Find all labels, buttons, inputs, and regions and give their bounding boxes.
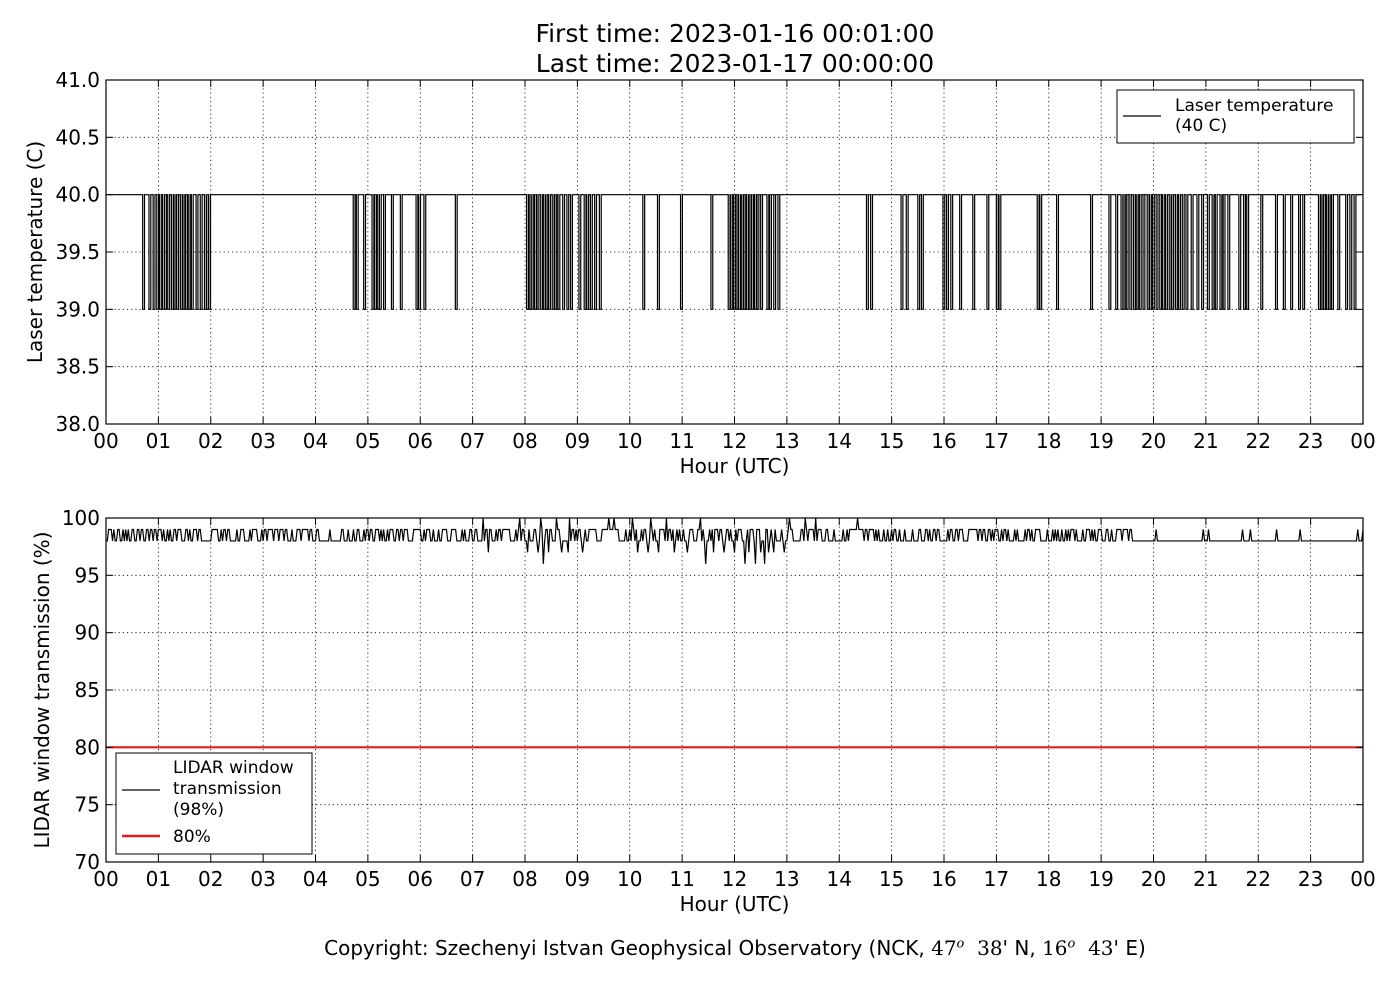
x-tick-label: 18 bbox=[1036, 429, 1061, 453]
x-tick-label: 11 bbox=[669, 867, 694, 891]
longitude-minutes: 43 bbox=[1088, 936, 1114, 960]
series-line-0 bbox=[106, 517, 1364, 564]
x-tick-label: 06 bbox=[408, 429, 433, 453]
x-tick-label: 14 bbox=[827, 429, 852, 453]
x-tick-label: 15 bbox=[879, 867, 904, 891]
laser-temperature-panel: 00 01 02 03 04 05 06 07 08 09 10 11 12 13 14 15 16 17 18 19… bbox=[23, 68, 1376, 478]
y-tick-label: 80 bbox=[75, 735, 100, 759]
legend-entry-label: Laser temperature bbox=[1175, 96, 1333, 116]
legend-entry-label: 80% bbox=[173, 827, 211, 847]
x-tick-label: 18 bbox=[1036, 867, 1061, 891]
x-tick-label: 19 bbox=[1088, 867, 1113, 891]
x-tick-label: 07 bbox=[460, 867, 485, 891]
x-tick-label: 09 bbox=[565, 867, 590, 891]
y-tick-label: 90 bbox=[75, 621, 100, 645]
x-tick-label: 23 bbox=[1298, 867, 1323, 891]
x-tick-label: 11 bbox=[669, 429, 694, 453]
chart-title-line-1: First time: 2023-01-16 00:01:00 bbox=[535, 19, 935, 48]
longitude-hemisphere: ' E) bbox=[1113, 936, 1146, 960]
x-tick-label: 03 bbox=[250, 867, 275, 891]
latitude-hemisphere: ' N, bbox=[1002, 936, 1043, 960]
y-tick-label: 40.5 bbox=[55, 125, 100, 149]
legend-entry-label: (98%) bbox=[173, 800, 224, 820]
longitude-degree-mark: o bbox=[1067, 936, 1076, 952]
x-tick-label: 13 bbox=[774, 867, 799, 891]
y-tick-label: 38.0 bbox=[55, 412, 100, 436]
x-tick-label: 22 bbox=[1246, 429, 1271, 453]
x-tick-label: 15 bbox=[879, 429, 904, 453]
x-tick-label: 00 bbox=[93, 429, 118, 453]
y-axis-label: LIDAR window transmission (%) bbox=[30, 532, 54, 849]
y-axis-label: Laser temperature (C) bbox=[23, 141, 47, 363]
series-line-0 bbox=[106, 194, 1363, 310]
x-tick-label: 13 bbox=[774, 429, 799, 453]
x-tick-label: 04 bbox=[303, 867, 328, 891]
x-tick-label: 20 bbox=[1141, 429, 1166, 453]
legend: Laser temperature(40 C) bbox=[1116, 89, 1355, 144]
x-tick-label: 17 bbox=[984, 867, 1009, 891]
y-tick-label: 85 bbox=[75, 678, 100, 702]
y-tick-label: 70 bbox=[75, 850, 100, 874]
x-tick-label: 16 bbox=[931, 429, 956, 453]
y-tick-label: 39.5 bbox=[55, 240, 100, 264]
x-tick-label: 20 bbox=[1141, 867, 1166, 891]
x-tick-label: 05 bbox=[355, 429, 380, 453]
x-tick-label: 14 bbox=[827, 867, 852, 891]
x-tick-label: 01 bbox=[146, 867, 171, 891]
x-tick-label: 10 bbox=[617, 867, 642, 891]
x-tick-label: 19 bbox=[1088, 429, 1113, 453]
x-tick-label: 10 bbox=[617, 429, 642, 453]
y-tick-label: 39.0 bbox=[55, 297, 100, 321]
x-tick-label: 08 bbox=[512, 429, 537, 453]
x-axis-label: Hour (UTC) bbox=[680, 454, 790, 478]
y-tick-label: 38.5 bbox=[55, 355, 100, 379]
x-tick-label: 17 bbox=[984, 429, 1009, 453]
x-tick-label: 06 bbox=[408, 867, 433, 891]
x-tick-label: 05 bbox=[355, 867, 380, 891]
x-tick-label: 22 bbox=[1246, 867, 1271, 891]
x-tick-label: 00 bbox=[1350, 867, 1375, 891]
latitude-degree-mark: o bbox=[956, 936, 965, 952]
x-tick-label: 21 bbox=[1193, 429, 1218, 453]
x-tick-label: 12 bbox=[722, 867, 747, 891]
x-tick-label: 12 bbox=[722, 429, 747, 453]
x-tick-label: 08 bbox=[512, 867, 537, 891]
x-tick-label: 07 bbox=[460, 429, 485, 453]
x-tick-label: 23 bbox=[1298, 429, 1323, 453]
latitude-minutes: 38 bbox=[977, 936, 1003, 960]
copyright-footer: Copyright: Szechenyi Istvan Geophysical … bbox=[0, 936, 1400, 960]
longitude-degrees: 16 bbox=[1042, 936, 1068, 960]
x-tick-label: 01 bbox=[146, 429, 171, 453]
copyright-prefix: Copyright: Szechenyi Istvan Geophysical … bbox=[324, 936, 932, 960]
x-axis-label: Hour (UTC) bbox=[680, 892, 790, 916]
y-tick-label: 100 bbox=[62, 506, 100, 530]
legend-entry-label: LIDAR window bbox=[173, 758, 294, 778]
legend-box bbox=[115, 752, 313, 855]
x-tick-label: 03 bbox=[250, 429, 275, 453]
x-tick-label: 00 bbox=[93, 867, 118, 891]
y-tick-label: 40.0 bbox=[55, 183, 100, 207]
legend-entry-label: (40 C) bbox=[1175, 116, 1227, 136]
chart-title-line-2: Last time: 2023-01-17 00:00:00 bbox=[535, 49, 935, 78]
lidar-transmission-panel: 00 01 02 03 04 05 06 07 08 09 10 11 12 13 14 15 16 17 18 19… bbox=[30, 506, 1376, 916]
legend-entry-label: transmission bbox=[173, 779, 282, 799]
latitude-degrees: 47 bbox=[931, 936, 957, 960]
x-tick-label: 04 bbox=[303, 429, 328, 453]
y-tick-label: 41.0 bbox=[55, 68, 100, 92]
y-tick-label: 75 bbox=[75, 793, 100, 817]
x-tick-label: 02 bbox=[198, 867, 223, 891]
x-tick-label: 21 bbox=[1193, 867, 1218, 891]
x-tick-label: 09 bbox=[565, 429, 590, 453]
figure-canvas: 00 01 02 03 04 05 06 07 08 09 10 11 12 13 14 15 16 17 18 19… bbox=[23, 68, 1376, 916]
x-tick-label: 16 bbox=[931, 867, 956, 891]
y-tick-label: 95 bbox=[75, 563, 100, 587]
x-tick-label: 02 bbox=[198, 429, 223, 453]
x-tick-label: 00 bbox=[1350, 429, 1375, 453]
